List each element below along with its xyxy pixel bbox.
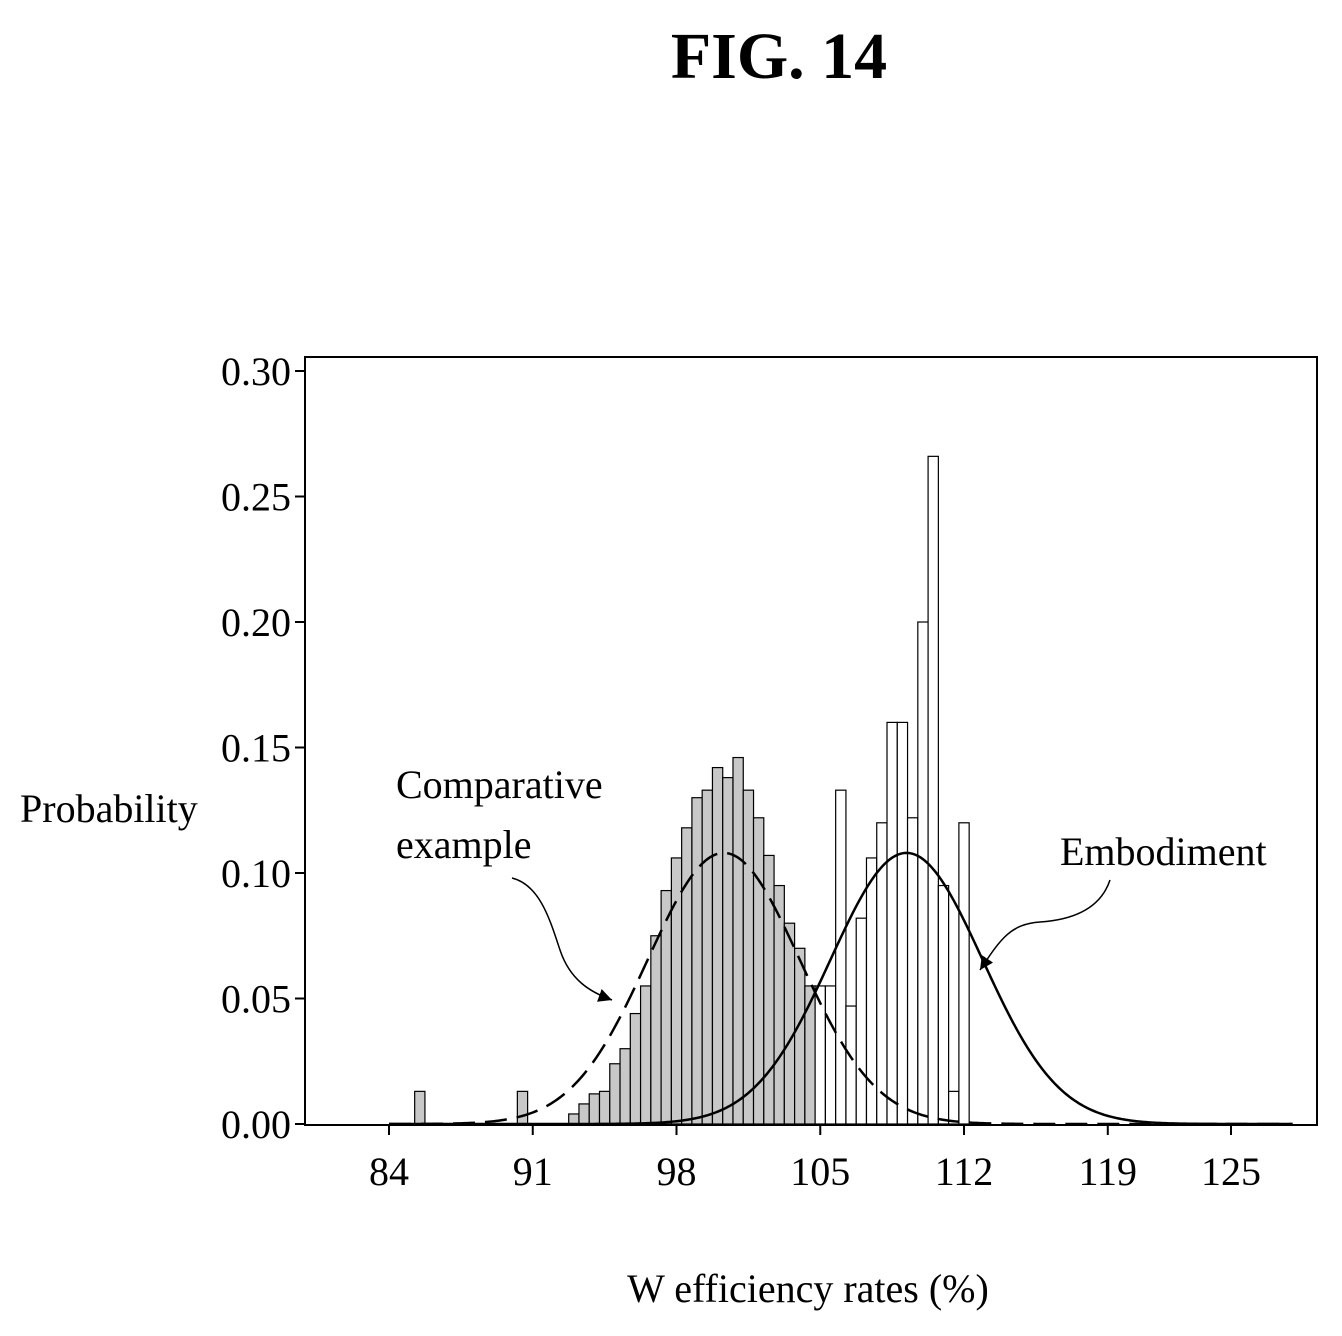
comparative-bar [701,789,714,1125]
comparative-bar [660,889,672,1125]
comparative-leader-arrow [511,877,613,1002]
x-tick-label: 105 [790,1149,850,1194]
embodiment-bar [917,621,929,1125]
x-tick-label: 98 [657,1149,697,1194]
comparative-bar [691,797,703,1125]
comparative-bar [414,1090,426,1125]
y-tick-label: 0.30 [221,349,291,394]
embodiment-bars [814,455,970,1125]
x-tick-label: 84 [369,1149,409,1194]
comparative-bar [742,789,755,1125]
x-tick-label: 125 [1201,1149,1261,1194]
fit-curves [389,851,1293,1126]
embodiment-bar [814,985,827,1125]
embodiment-bar [855,917,868,1125]
comparative-bar [609,1063,621,1125]
y-tick-label: 0.25 [221,475,291,520]
comparative-bar [711,766,724,1125]
comparative-bar [722,777,734,1125]
comparative-bar [629,1012,642,1125]
y-tick-label: 0.05 [221,977,291,1022]
comparative-bar [619,1048,631,1125]
x-axis-label: W efficiency rates (%) [627,1266,989,1311]
comparative-bar [516,1090,529,1125]
figure-title: FIG. 14 [671,20,887,93]
y-tick-label: 0.00 [221,1102,291,1147]
annotation-comparative-line1: Comparative [396,762,603,807]
embodiment-fit-curve [389,851,1293,1126]
y-axis-label: Probability [20,786,198,831]
comparative-bar [773,884,785,1125]
embodiment-bar [958,822,970,1125]
comparative-bar [588,1093,601,1125]
y-tick-label: 0.20 [221,600,291,645]
x-tick-label: 119 [1079,1149,1138,1194]
embodiment-bar [937,884,950,1125]
comparative-bar [578,1103,590,1125]
y-tick-label: 0.15 [221,726,291,771]
comparative-bar [639,985,652,1125]
embodiment-bar [845,1005,857,1125]
comparative-bar [670,857,683,1125]
embodiment-leader-arrow [979,879,1111,971]
comparative-bar [783,922,796,1125]
comparative-bar [650,935,662,1125]
embodiment-bar [906,817,919,1125]
annotation-comparative-line2: example [396,822,532,867]
comparative-bar [804,985,816,1125]
comparative-bar [793,947,806,1125]
y-tick-label: 0.10 [221,851,291,896]
comparative-bar [681,827,693,1125]
comparative-bar [568,1113,580,1125]
x-tick-label: 91 [513,1149,553,1194]
comparative-fit-curve [389,851,1293,1126]
comparative-bar [732,756,744,1125]
x-tick-label: 112 [935,1149,994,1194]
plot-frame [304,356,1318,1126]
y-axis: 0.00 0.05 0.10 0.15 0.20 0.25 0.30 [221,349,305,1147]
embodiment-bar [886,721,898,1125]
comparative-bar [598,1090,611,1125]
embodiment-bar [835,789,847,1125]
embodiment-bar [824,985,837,1125]
embodiment-bar [948,1090,960,1125]
annotation-embodiment: Embodiment [1060,829,1267,874]
comparative-bar [763,854,775,1125]
embodiment-bar [896,721,909,1125]
x-axis: 84 91 98 105 112 119 125 [369,1125,1261,1194]
embodiment-bar [927,455,939,1125]
